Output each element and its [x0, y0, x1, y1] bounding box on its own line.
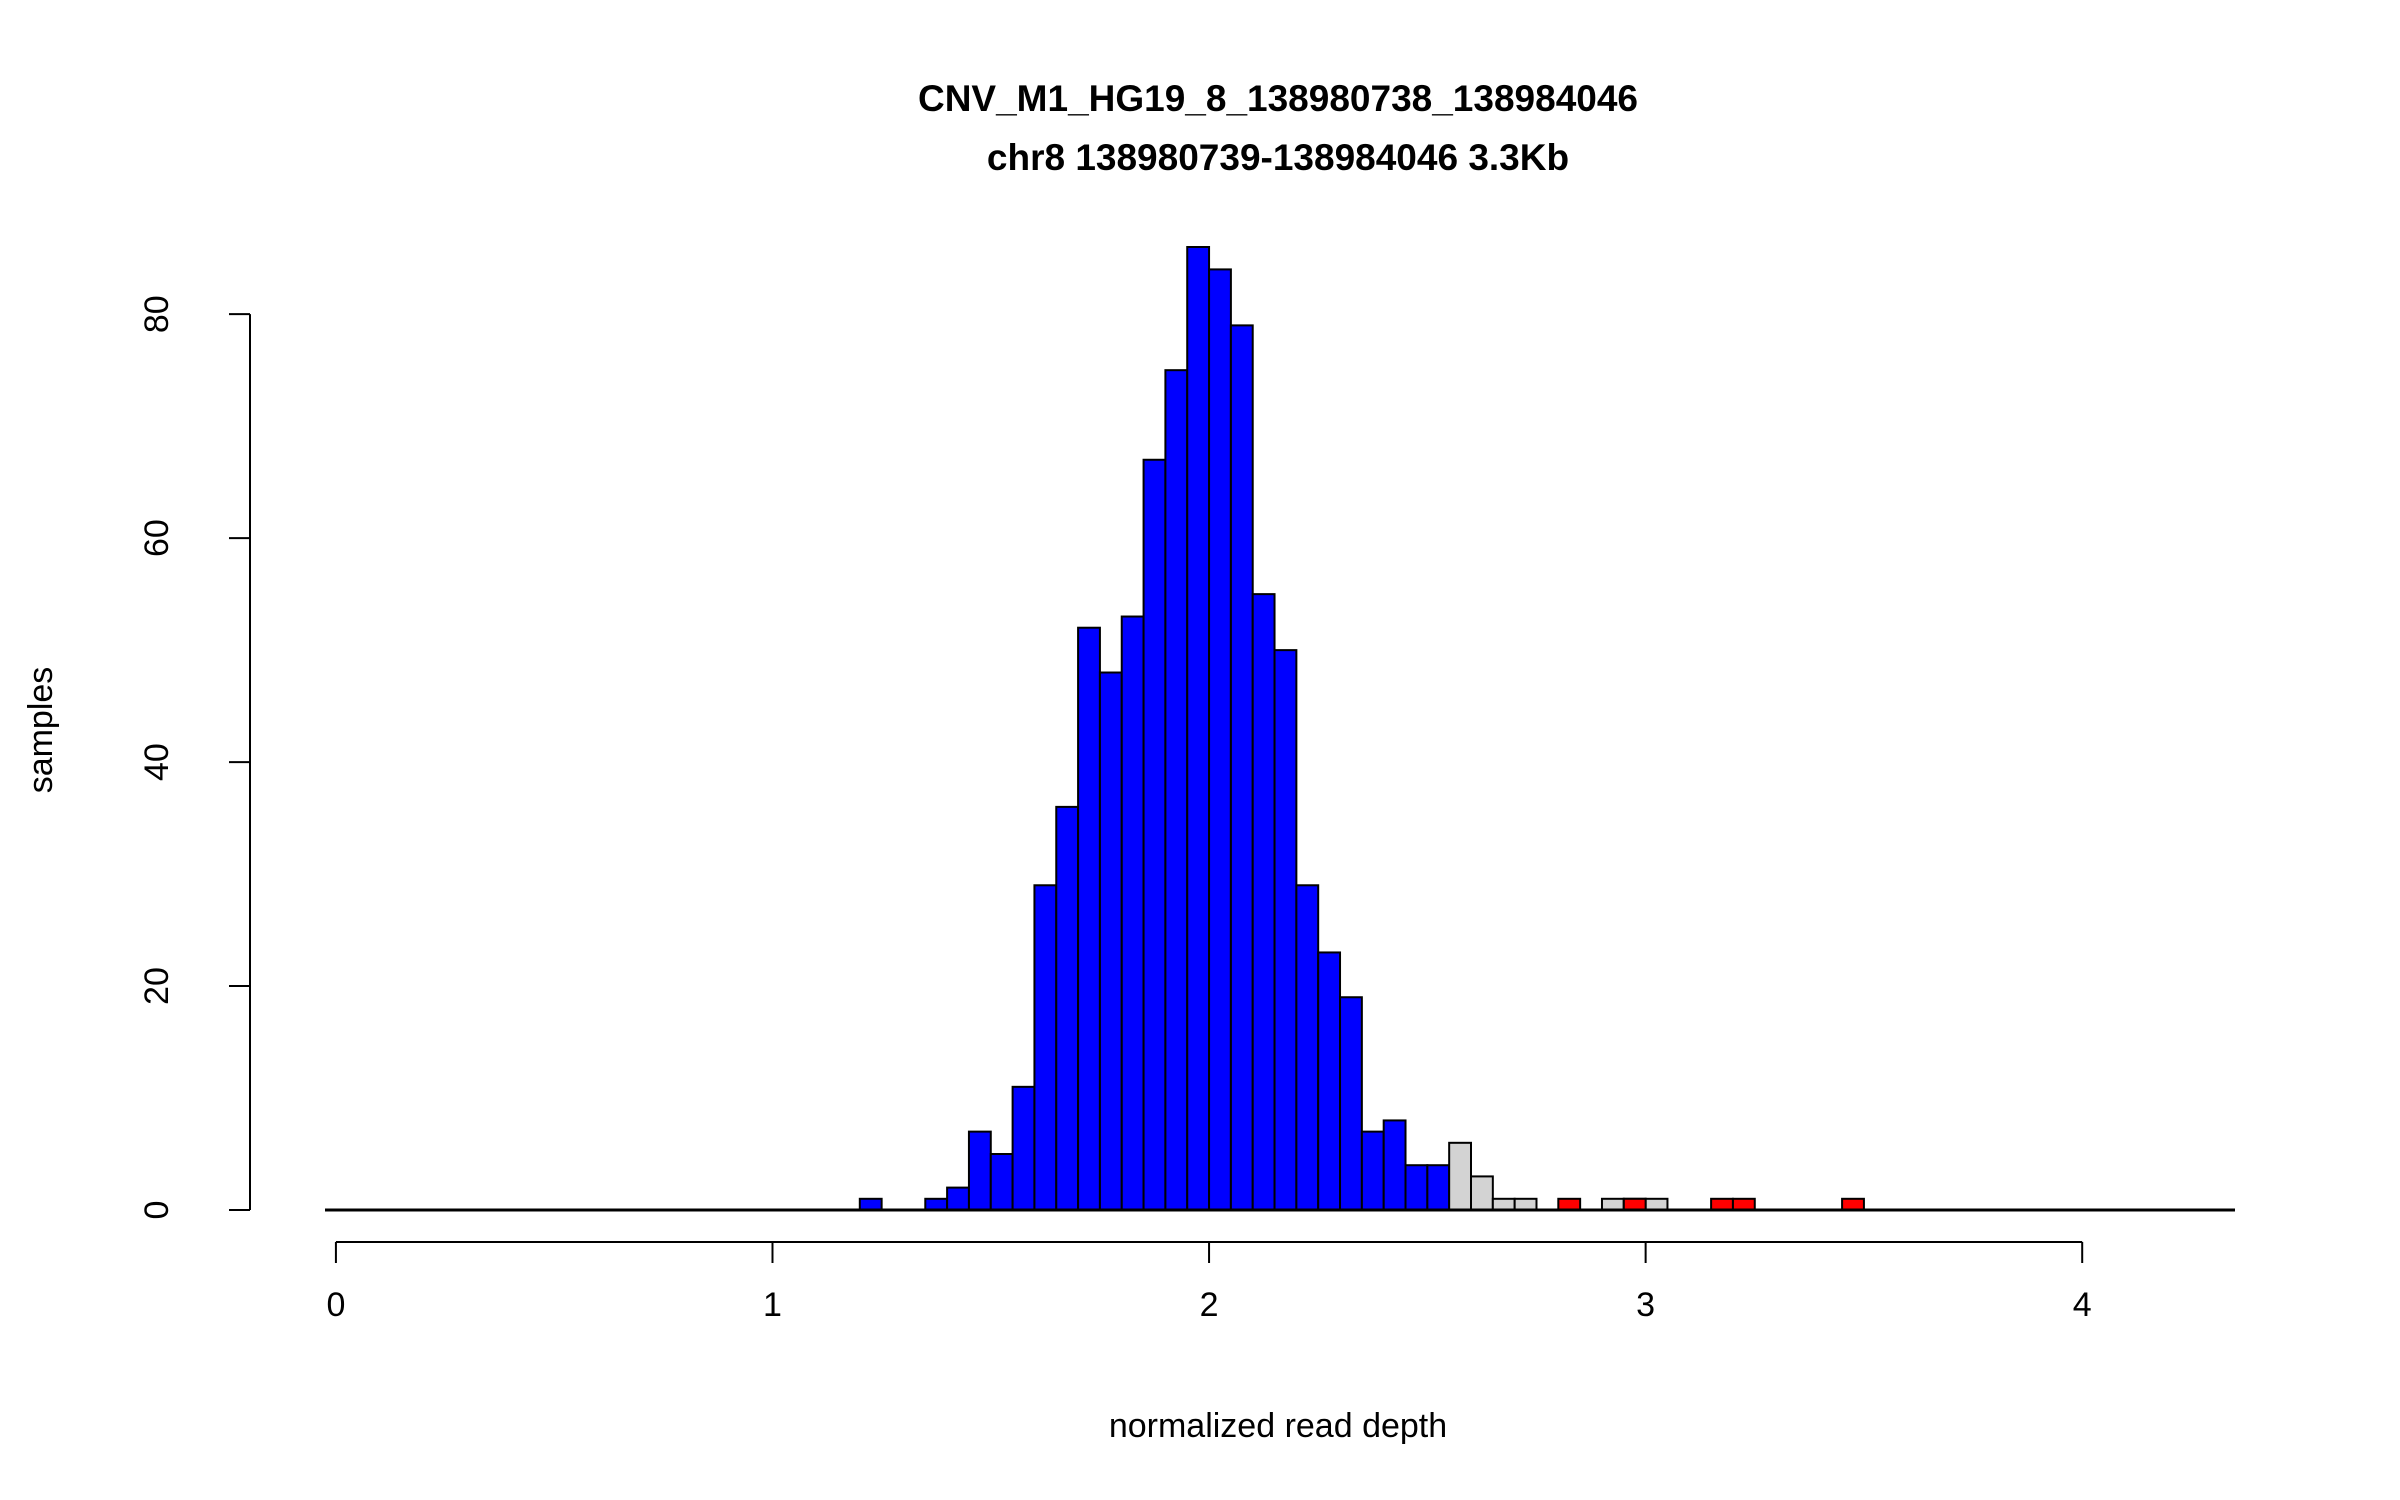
y-tick-label: 80 — [138, 295, 176, 333]
histogram-bar-blue — [1186, 246, 1211, 1211]
histogram-bar-blue — [1360, 1130, 1385, 1211]
histogram-bar-blue — [1011, 1085, 1036, 1211]
histogram-bar-blue — [1077, 626, 1101, 1211]
x-tick-label: 2 — [1200, 1286, 1219, 1324]
histogram-bar-blue — [1142, 458, 1167, 1211]
histogram-bar-gray — [1600, 1197, 1625, 1212]
histogram-bar-gray — [1470, 1175, 1494, 1212]
histogram-bar-blue — [1251, 593, 1276, 1211]
x-tick-label: 1 — [763, 1286, 782, 1324]
histogram-bar-blue — [1339, 996, 1363, 1211]
histogram-bar-blue — [1033, 884, 1058, 1212]
histogram-bar-red — [1622, 1197, 1647, 1212]
chart-title: CNV_M1_HG19_8_138980738_138984046 — [918, 78, 1638, 119]
histogram-bar-blue — [989, 1153, 1014, 1212]
histogram-bar-blue — [858, 1197, 883, 1212]
histogram-bar-red — [1841, 1197, 1865, 1212]
y-tick-label: 60 — [138, 519, 176, 557]
histogram-bar-blue — [946, 1186, 970, 1211]
histogram-bar-blue — [1426, 1164, 1451, 1211]
histogram-bar-gray — [1644, 1197, 1669, 1212]
histogram-bar-blue — [1098, 671, 1123, 1211]
x-tick-label: 4 — [2073, 1286, 2092, 1324]
histogram-bars — [325, 246, 2235, 1212]
histogram-bar-blue — [1273, 649, 1298, 1211]
histogram-bar-blue — [1055, 805, 1080, 1211]
y-axis: 0 20 40 60 80 — [138, 295, 251, 1220]
x-axis-label: normalized read depth — [1109, 1407, 1447, 1445]
y-tick-label: 0 — [138, 1201, 176, 1220]
histogram-bar-gray — [1491, 1197, 1516, 1212]
histogram-bar-blue — [1404, 1164, 1429, 1211]
y-tick-label: 40 — [138, 743, 176, 781]
histogram-bar-red — [1557, 1197, 1582, 1212]
histogram-bar-red — [1710, 1197, 1734, 1212]
histogram-bar-blue — [1317, 951, 1342, 1211]
histogram-bar-blue — [1120, 615, 1145, 1211]
histogram-bar-red — [1731, 1197, 1756, 1212]
x-tick-label: 0 — [326, 1286, 345, 1324]
x-axis: 0 1 2 3 4 — [326, 1241, 2092, 1324]
histogram-bar-blue — [1229, 324, 1254, 1211]
histogram-bar-gray — [1448, 1141, 1473, 1212]
histogram-bar-gray — [1513, 1197, 1538, 1212]
histogram-bar-blue — [924, 1197, 949, 1212]
histogram-bar-blue — [1164, 369, 1189, 1212]
histogram-bar-blue — [1382, 1119, 1407, 1212]
histogram-bar-blue — [967, 1130, 992, 1211]
histogram-bar-blue — [1295, 884, 1320, 1212]
chart-subtitle: chr8 138980739-138984046 3.3Kb — [987, 137, 1569, 178]
y-axis-label: samples — [22, 667, 60, 794]
y-tick-label: 20 — [138, 967, 176, 1005]
histogram-bar-blue — [1208, 268, 1232, 1211]
x-tick-label: 3 — [1636, 1286, 1655, 1324]
